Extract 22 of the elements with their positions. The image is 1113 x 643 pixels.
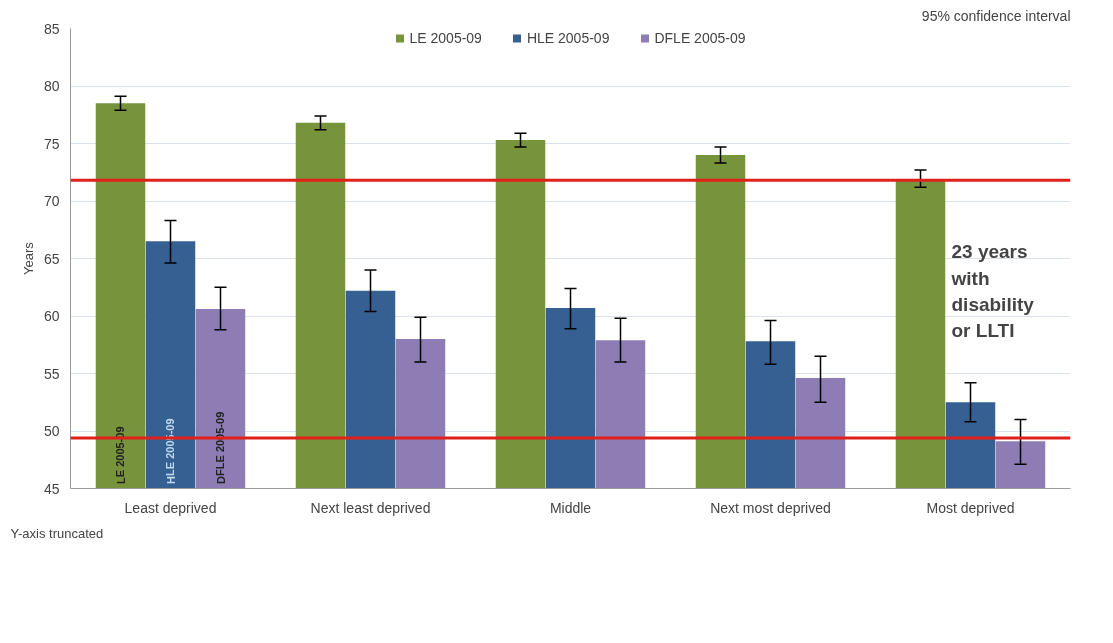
x-tick-label: Middle: [549, 499, 592, 516]
x-tick-label: Least deprived: [124, 499, 217, 516]
legend-label: HLE 2005-09: [526, 30, 610, 46]
y-tick-label: 55: [43, 365, 60, 382]
y-tick-label: 50: [43, 423, 60, 439]
legend-label: LE 2005-09: [409, 30, 482, 46]
text: 95% confidence interval: [921, 7, 1071, 24]
legend-label: DFLE 2005-09: [654, 30, 746, 46]
y-tick-label: 60: [43, 308, 60, 324]
y-tick-label: 65: [43, 250, 60, 267]
x-tick-label: Most deprived: [926, 499, 1015, 516]
y-tick-label: 70: [43, 193, 60, 209]
text: LE 2005-09: [114, 426, 127, 484]
y-axis-title: Years: [20, 241, 36, 275]
x-tick-label: Next most deprived: [710, 499, 831, 516]
y-tick-label: 75: [43, 135, 60, 152]
text: Y-axis truncated: [10, 525, 104, 541]
y-tick-label: 80: [43, 78, 60, 94]
y-tick-label: 85: [43, 20, 60, 37]
y-tick-label: 45: [43, 480, 60, 497]
x-tick-label: Next least deprived: [310, 499, 431, 516]
annotation: 23 years with disability or LLTI: [950, 241, 1035, 341]
